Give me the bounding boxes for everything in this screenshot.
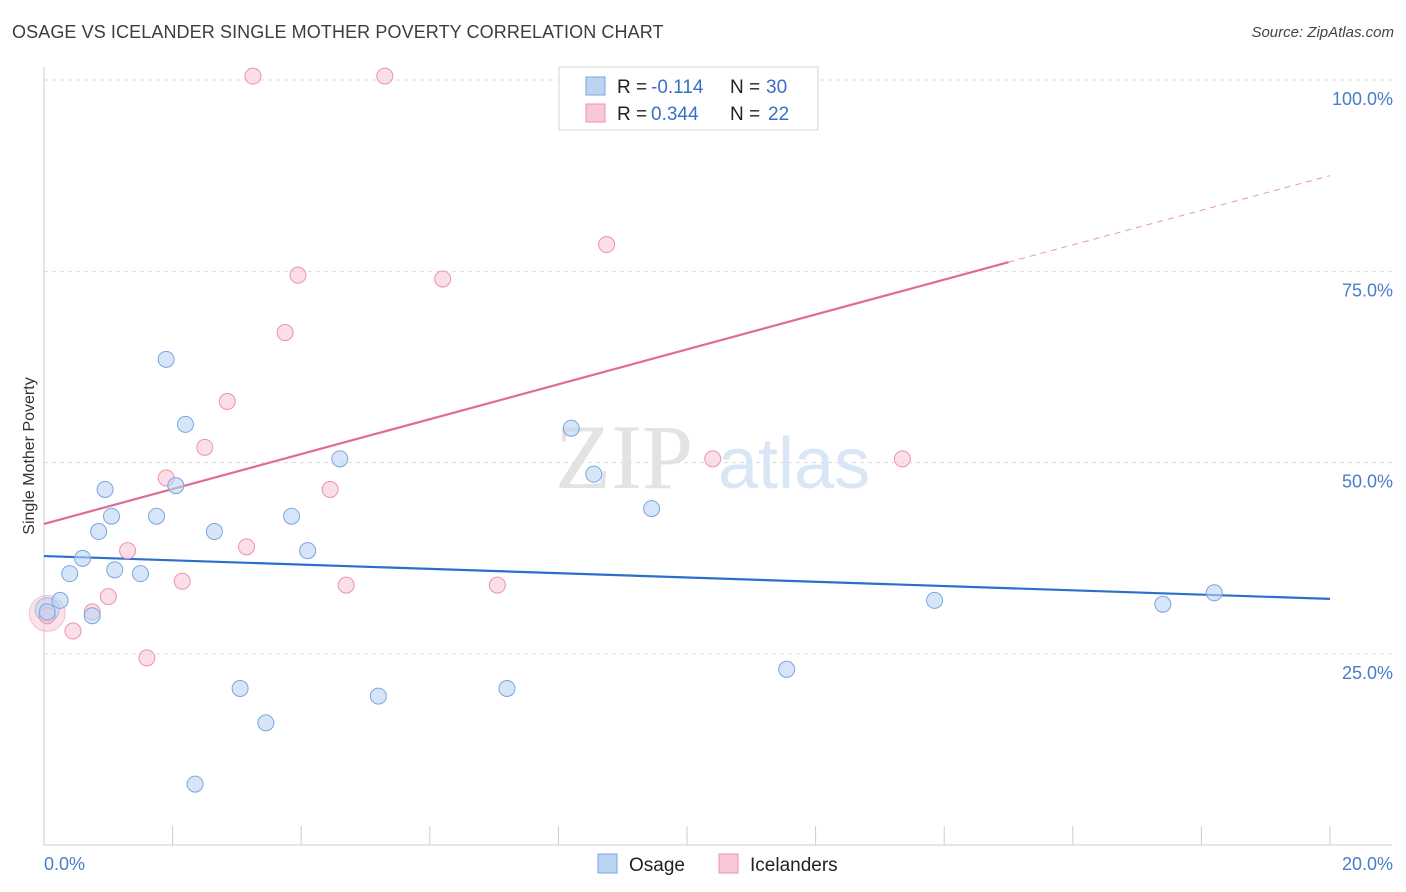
x-tick-label-min: 0.0%	[44, 854, 85, 874]
osage-point	[157, 350, 175, 368]
source-credit: Source: ZipAtlas.com	[1251, 24, 1394, 41]
iceland-point	[893, 450, 911, 468]
chart-title: OSAGE VS ICELANDER SINGLE MOTHER POVERTY…	[12, 22, 664, 42]
y-tick-label: 25.0%	[1342, 663, 1393, 683]
watermark-atlas: atlas	[718, 424, 870, 504]
iceland-point	[376, 67, 394, 85]
osage-point	[167, 477, 185, 495]
osage-point	[369, 687, 387, 705]
iceland-point	[337, 576, 355, 594]
legend-osage-n-label: N =	[730, 77, 760, 98]
legend-iceland-r-value: 0.344	[651, 104, 699, 125]
iceland-point	[598, 236, 616, 254]
osage-point	[148, 507, 166, 525]
legend-osage-n-value: 30	[766, 77, 787, 98]
osage-point	[186, 775, 204, 793]
iceland-point	[119, 542, 137, 560]
osage-point	[74, 549, 92, 567]
iceland-point	[289, 266, 307, 284]
osage-point	[331, 450, 349, 468]
osage-point	[38, 603, 56, 621]
axis-layer	[43, 67, 1392, 846]
legend-top: R = -0.114 N = 30 R = 0.344 N = 22	[558, 66, 819, 131]
legend-iceland-swatch	[585, 103, 606, 123]
iceland-point	[704, 450, 722, 468]
osage-point	[1205, 584, 1223, 602]
iceland-point	[238, 538, 256, 556]
osage-point	[643, 500, 661, 518]
trend-layer	[43, 175, 1331, 600]
bottom-legend-iceland-label: Icelanders	[750, 855, 838, 876]
iceland-point	[321, 480, 339, 498]
grid-layer: 25.0% 50.0% 75.0% 100.0%	[44, 79, 1393, 683]
osage-point	[96, 480, 114, 498]
legend-osage-r-label: R =	[617, 77, 647, 98]
legend-osage-r-value: -0.114	[651, 77, 704, 98]
iceland-point	[138, 649, 156, 667]
iceland-point	[99, 588, 117, 606]
iceland-trend-extension	[1008, 175, 1331, 263]
osage-point	[61, 565, 79, 583]
osage-point	[205, 523, 223, 541]
osage-point	[299, 542, 317, 560]
watermark-zip: ZIP	[555, 406, 693, 508]
osage-point	[51, 591, 69, 609]
bottom-legend-osage-swatch	[597, 853, 618, 874]
points-layer	[28, 67, 1223, 793]
osage-point	[283, 507, 301, 525]
x-tick-label-max: 20.0%	[1342, 854, 1393, 874]
y-tick-label: 100.0%	[1332, 89, 1393, 109]
bottom-legend-iceland-swatch	[718, 853, 739, 874]
y-tick-label: 50.0%	[1342, 472, 1393, 492]
legend-osage-swatch	[585, 76, 606, 96]
iceland-point	[64, 622, 82, 640]
osage-point	[90, 523, 108, 541]
osage-point	[131, 565, 149, 583]
osage-point	[585, 465, 603, 483]
osage-point	[103, 507, 121, 525]
bottom-legend-osage-label: Osage	[629, 855, 685, 876]
osage-point	[257, 714, 275, 732]
legend-bottom: Osage Icelanders	[597, 853, 838, 876]
legend-iceland-n-value: 22	[768, 104, 789, 125]
osage-point	[562, 419, 580, 437]
osage-point	[106, 561, 124, 579]
iceland-point	[173, 572, 191, 590]
iceland-point	[276, 324, 294, 342]
osage-point	[231, 679, 249, 697]
osage-point	[1154, 595, 1172, 613]
osage-trend-line	[43, 554, 1331, 600]
iceland-point	[488, 576, 506, 594]
iceland-point	[244, 67, 262, 85]
osage-point	[83, 607, 101, 625]
y-tick-label: 75.0%	[1342, 280, 1393, 300]
y-axis-label: Single Mother Poverty	[21, 377, 38, 534]
legend-iceland-n-label: N =	[730, 104, 760, 125]
legend-iceland-r-label: R =	[617, 104, 647, 125]
osage-point	[778, 660, 796, 678]
iceland-point	[434, 270, 452, 288]
iceland-trend-line	[43, 261, 1009, 525]
osage-point	[176, 415, 194, 433]
iceland-point	[218, 392, 236, 410]
osage-point	[498, 679, 516, 697]
osage-point	[926, 591, 944, 609]
iceland-point	[196, 438, 214, 456]
